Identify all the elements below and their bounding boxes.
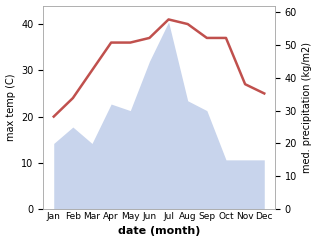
X-axis label: date (month): date (month)	[118, 227, 200, 236]
Y-axis label: med. precipitation (kg/m2): med. precipitation (kg/m2)	[302, 42, 313, 173]
Y-axis label: max temp (C): max temp (C)	[5, 74, 16, 141]
